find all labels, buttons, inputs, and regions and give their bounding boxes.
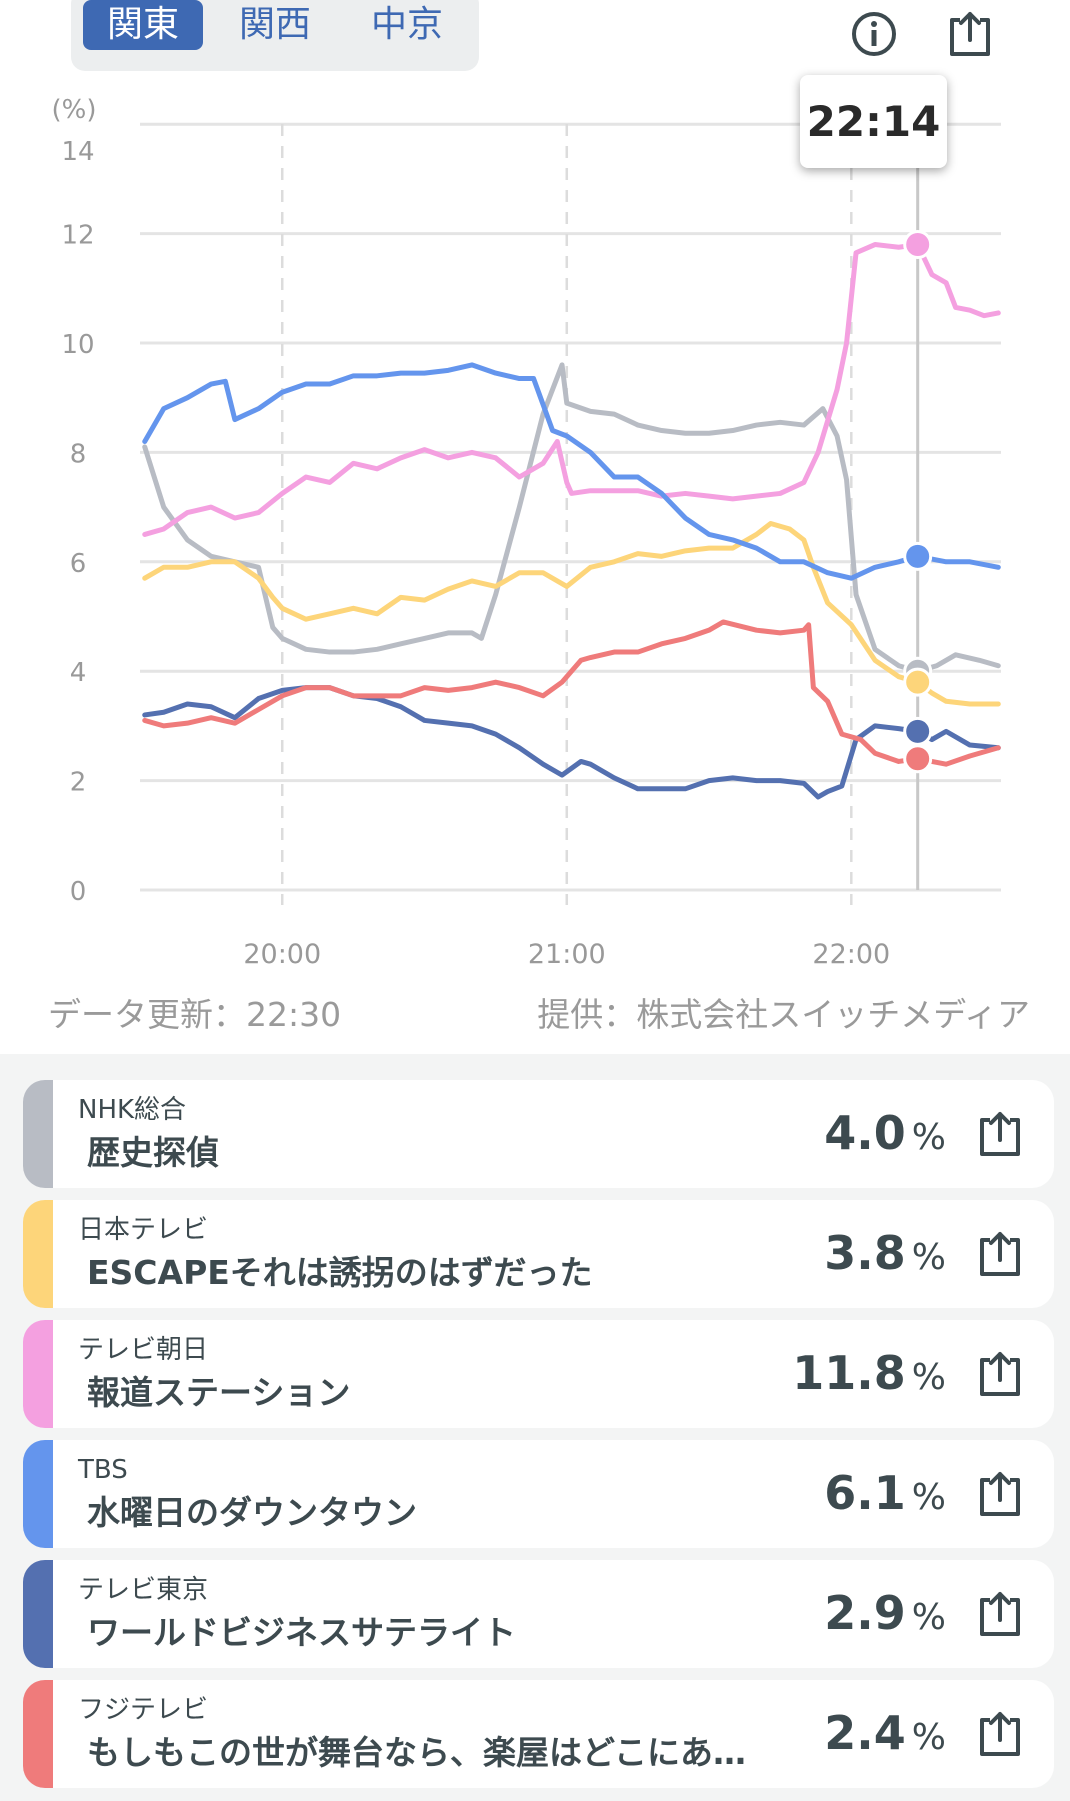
- cursor-point-テレビ朝日: [903, 230, 933, 260]
- program-card[interactable]: TBS 水曜日のダウンタウン 6.1%: [23, 1440, 1054, 1548]
- share-icon[interactable]: [946, 10, 994, 58]
- data-updated-label: データ更新：22:30: [48, 995, 342, 1034]
- cursor-point-TBS: [903, 541, 933, 571]
- y-tick-label: 10: [61, 330, 94, 360]
- program-title: ESCAPEそれは誘拐のはずだった: [87, 1253, 593, 1292]
- y-axis-unit: (%): [52, 95, 97, 125]
- y-tick-label: 6: [70, 549, 87, 579]
- cursor-point-日本テレビ: [903, 667, 933, 697]
- tab-kansai[interactable]: 関西: [238, 4, 311, 45]
- rating-number: 4.0: [824, 1106, 906, 1160]
- channel-name: テレビ東京: [78, 1575, 209, 1605]
- share-icon[interactable]: [976, 1590, 1024, 1638]
- y-tick-label: 8: [70, 439, 87, 469]
- rating-unit: %: [911, 1597, 946, 1638]
- cursor-time-tooltip: 22:14: [800, 75, 947, 168]
- channel-name: NHK総合: [78, 1095, 187, 1125]
- share-icon[interactable]: [976, 1710, 1024, 1758]
- info-icon[interactable]: [850, 10, 898, 58]
- region-tabs: 関東 関西 中京: [71, 0, 479, 71]
- tab-chukyo[interactable]: 中京: [370, 4, 443, 45]
- rating-unit: %: [911, 1717, 946, 1758]
- channel-name: テレビ朝日: [78, 1335, 209, 1365]
- rating-number: 6.1: [824, 1466, 906, 1520]
- share-icon[interactable]: [976, 1110, 1024, 1158]
- program-card[interactable]: テレビ東京 ワールドビジネスサテライト 2.9%: [23, 1560, 1054, 1668]
- y-tick-label: 4: [70, 658, 87, 688]
- program-list: NHK総合 歴史探偵 4.0% 日本テレビ ESCAPEそれは誘拐のはずだった …: [0, 1054, 1070, 1801]
- channel-color-bar: [23, 1440, 53, 1548]
- rating-number: 2.9: [824, 1586, 906, 1640]
- y-tick-label: 12: [61, 221, 94, 251]
- share-icon[interactable]: [976, 1230, 1024, 1278]
- x-tick-label: 20:00: [243, 939, 321, 970]
- rating-number: 3.8: [824, 1226, 906, 1280]
- rating-number: 2.4: [824, 1706, 906, 1760]
- channel-color-bar: [23, 1080, 53, 1188]
- rating-value: 4.0%: [824, 1106, 946, 1160]
- rating-unit: %: [911, 1477, 946, 1518]
- rating-value: 2.9%: [824, 1586, 946, 1640]
- channel-name: TBS: [78, 1455, 128, 1485]
- rating-value: 3.8%: [824, 1226, 946, 1280]
- series-line-テレビ朝日: [142, 242, 1001, 537]
- rating-unit: %: [911, 1357, 946, 1398]
- x-tick-label: 22:00: [812, 939, 890, 970]
- program-card[interactable]: フジテレビ もしもこの世が舞台なら、楽屋はどこにあ… 2.4%: [23, 1680, 1054, 1788]
- cursor-point-フジテレビ: [903, 744, 933, 774]
- channel-name: フジテレビ: [78, 1695, 209, 1725]
- series-line-TBS: [142, 362, 1001, 581]
- program-title: 水曜日のダウンタウン: [87, 1493, 417, 1532]
- program-title: 歴史探偵: [87, 1133, 219, 1172]
- program-card[interactable]: 日本テレビ ESCAPEそれは誘拐のはずだった 3.8%: [23, 1200, 1054, 1308]
- channel-color-bar: [23, 1320, 53, 1428]
- x-tick-label: 21:00: [528, 939, 606, 970]
- ratings-chart: (%) 0 2 4 6 8 10 12 14 20:00 21:00 22:00: [52, 95, 1001, 970]
- rating-unit: %: [911, 1117, 946, 1158]
- rating-number: 11.8: [792, 1346, 906, 1400]
- data-provider-label: 提供：株式会社スイッチメディア: [537, 995, 1030, 1034]
- program-card[interactable]: テレビ朝日 報道ステーション 11.8%: [23, 1320, 1054, 1428]
- channel-color-bar: [23, 1680, 53, 1788]
- rating-unit: %: [911, 1237, 946, 1278]
- y-tick-label: 14: [61, 137, 94, 167]
- y-tick-label: 0: [70, 877, 87, 907]
- series-line-フジテレビ: [142, 619, 1001, 767]
- channel-name: 日本テレビ: [78, 1215, 209, 1245]
- program-title: ワールドビジネスサテライト: [87, 1613, 516, 1652]
- cursor-point-テレビ東京: [903, 716, 933, 746]
- share-icon[interactable]: [976, 1350, 1024, 1398]
- rating-value: 11.8%: [792, 1346, 946, 1400]
- program-card[interactable]: NHK総合 歴史探偵 4.0%: [23, 1080, 1054, 1188]
- series-line-日本テレビ: [142, 521, 1001, 707]
- program-title: 報道ステーション: [87, 1373, 351, 1412]
- series-line-NHK総合: [142, 362, 1001, 674]
- rating-value: 2.4%: [824, 1706, 946, 1760]
- tab-kanto[interactable]: 関東: [83, 0, 203, 50]
- rating-value: 6.1%: [824, 1466, 946, 1520]
- channel-color-bar: [23, 1560, 53, 1668]
- share-icon[interactable]: [976, 1470, 1024, 1518]
- y-tick-label: 2: [70, 768, 87, 798]
- channel-color-bar: [23, 1200, 53, 1308]
- program-title: もしもこの世が舞台なら、楽屋はどこにあ…: [87, 1733, 747, 1772]
